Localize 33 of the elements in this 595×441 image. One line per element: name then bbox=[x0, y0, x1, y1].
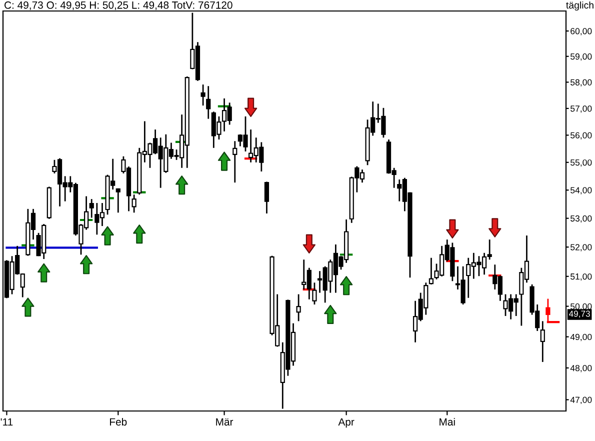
y-tick-label: 60,00 bbox=[570, 28, 592, 36]
candlestick bbox=[89, 198, 94, 218]
y-tick-label: 55,00 bbox=[570, 159, 592, 167]
y-tick-label: 49,00 bbox=[570, 334, 592, 342]
candlestick bbox=[116, 188, 120, 214]
annotation: 49,73 bbox=[568, 310, 590, 318]
candlestick bbox=[428, 257, 434, 286]
chart-subtitle: täglich bbox=[566, 1, 594, 11]
y-tick-label: 59,00 bbox=[570, 53, 592, 61]
chart-title: C: 49,73 O: 49,95 H: 50,25 L: 49,48 TotV: 767120 bbox=[4, 1, 232, 10]
y-tick-label: 53,00 bbox=[570, 215, 592, 223]
candlestick bbox=[132, 194, 136, 214]
y-tick-label: 51,00 bbox=[570, 273, 592, 281]
x-tick-label: '11 bbox=[0, 418, 13, 426]
candlestick bbox=[200, 84, 206, 106]
x-tick-label: Feb bbox=[110, 418, 127, 426]
candlestick bbox=[540, 320, 545, 363]
candlestick bbox=[264, 181, 270, 214]
y-tick-label: 54,00 bbox=[570, 187, 592, 194]
y-tick-label: 52,00 bbox=[570, 244, 592, 252]
candlestick bbox=[232, 140, 238, 184]
y-tick-label: 47,00 bbox=[570, 396, 592, 404]
candlestick bbox=[206, 85, 211, 120]
y-tick-label: 56,00 bbox=[570, 132, 592, 140]
y-tick-label: 57,00 bbox=[570, 106, 592, 113]
y-tick-label: 48,00 bbox=[570, 364, 592, 372]
x-tick-label: Apr bbox=[338, 418, 354, 428]
candlestick bbox=[296, 294, 301, 322]
candlestick bbox=[312, 282, 317, 306]
x-tick-label: Mär bbox=[216, 418, 234, 426]
x-tick-label: Mai bbox=[440, 418, 455, 426]
y-tick-label: 50,00 bbox=[570, 303, 592, 311]
y-tick-label: 58,00 bbox=[570, 79, 592, 86]
